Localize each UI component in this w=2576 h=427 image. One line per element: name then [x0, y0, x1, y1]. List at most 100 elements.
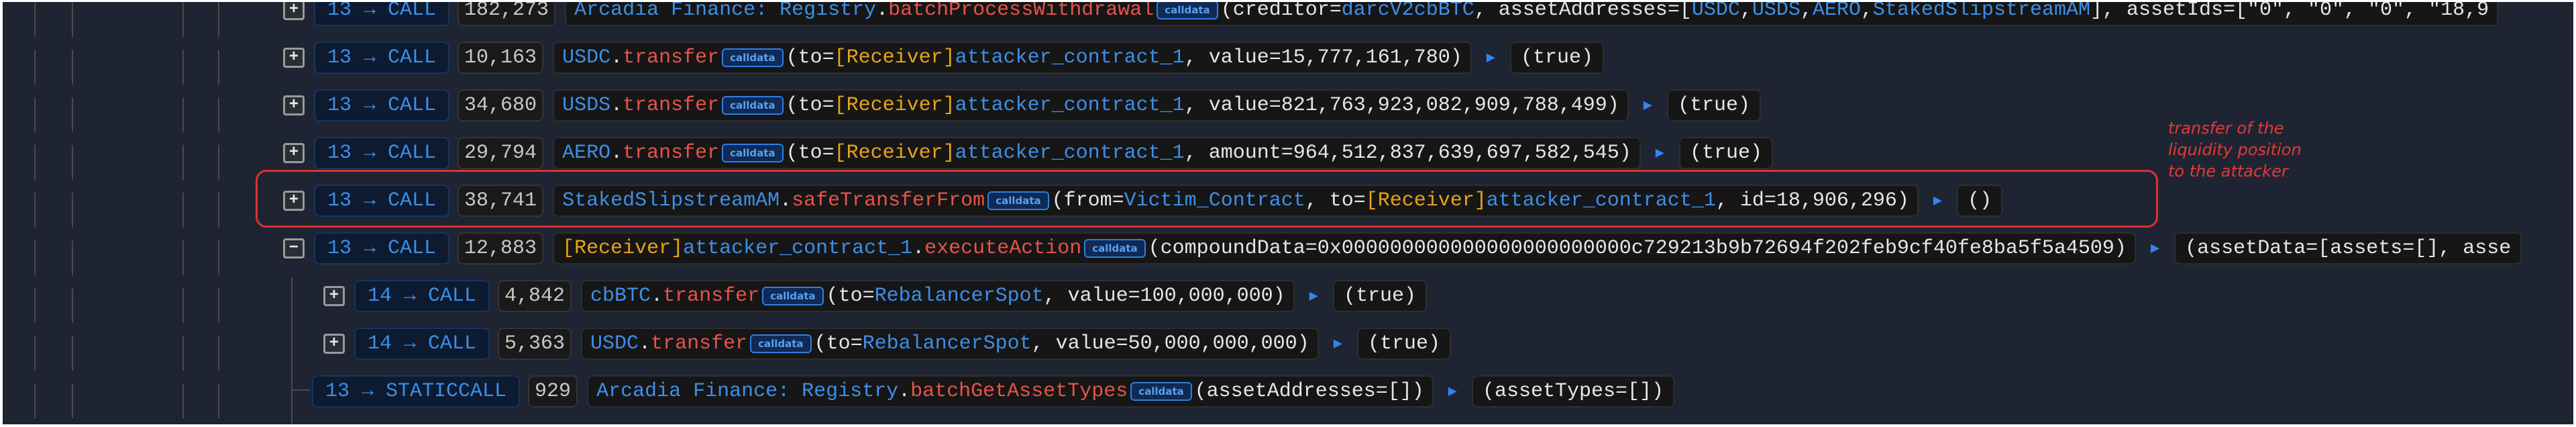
expand-plus-icon[interactable]: +	[283, 143, 305, 163]
receiver-tag: [Receiver]	[834, 142, 955, 164]
tree-guide-line	[182, 2, 184, 424]
return-value: (true)	[1332, 280, 1427, 312]
calldata-button[interactable]: calldata	[1084, 239, 1146, 258]
triangle-right-icon: ▶	[2150, 240, 2160, 257]
method-name[interactable]: transfer	[651, 332, 748, 355]
tree-guide-line	[34, 2, 36, 424]
trace-row: +13 → CALL 29,794 AERO. transfer calldata (to…	[283, 137, 1774, 169]
method-name[interactable]: transfer	[663, 285, 760, 307]
call-signature: cbBTC. transfer calldata (to= RebalancerSpot…	[581, 280, 1295, 312]
calldata-button[interactable]: calldata	[1157, 2, 1218, 19]
call-type-badge: 13 → CALL	[314, 137, 450, 169]
call-args-text: ,	[1739, 2, 1752, 21]
method-name[interactable]: transfer	[623, 142, 720, 164]
receiver-tag: [Receiver]	[1365, 189, 1487, 212]
method-name[interactable]: batchGetAssetTypes	[910, 380, 1128, 403]
expand-plus-icon[interactable]: +	[283, 95, 305, 115]
address-link[interactable]: attacker_contract_1	[955, 94, 1185, 117]
address-link[interactable]: attacker_contract_1	[683, 237, 913, 260]
address-link[interactable]: USDC	[1691, 2, 1740, 21]
call-signature: USDC. transfer calldata (to= [Receiver] attac…	[553, 42, 1472, 74]
tree-branch-line	[291, 277, 292, 424]
tree-guide-line	[218, 2, 219, 424]
collapse-minus-icon[interactable]: −	[283, 238, 305, 258]
address-link[interactable]: USDS	[562, 94, 611, 117]
triangle-right-icon: ▶	[1933, 193, 1943, 209]
call-args-text: , amount=964,512,837,639,697,582,545)	[1184, 142, 1631, 164]
address-link[interactable]: USDC	[562, 46, 611, 69]
address-link[interactable]: RebalancerSpot	[874, 285, 1044, 307]
address-link[interactable]: AERO	[562, 142, 611, 164]
trace-row: +13 → CALL 38,741 StakedSlipstreamAM. safeT…	[283, 185, 2003, 217]
address-link[interactable]: StakedSlipstreamAM	[562, 189, 780, 212]
receiver-tag: [Receiver]	[834, 94, 955, 117]
call-args-text: .	[876, 2, 889, 21]
address-link[interactable]: AERO	[1812, 2, 1861, 21]
expand-plus-icon[interactable]: +	[323, 286, 345, 306]
expand-plus-icon[interactable]: +	[323, 334, 345, 354]
triangle-right-icon: ▶	[1309, 288, 1318, 305]
trace-row: 13 → STATICCALL 929 Arcadia Finance: Regis…	[312, 375, 1675, 408]
call-args-text: .	[912, 237, 925, 260]
trace-row: +14 → CALL 5,363 USDC. transfer calldata (to=…	[323, 328, 1451, 360]
call-args-text: , value=50,000,000,000)	[1031, 332, 1309, 355]
calldata-button[interactable]: calldata	[722, 96, 784, 115]
gas-used: 10,163	[458, 42, 544, 74]
address-link[interactable]: Arcadia Finance: Registry	[596, 380, 899, 403]
expand-plus-icon[interactable]: +	[283, 2, 305, 20]
call-signature: Arcadia Finance: Registry. batchProcessWi…	[565, 2, 2499, 26]
method-name[interactable]: batchProcessWithdrawal	[888, 2, 1155, 21]
call-args-text: ,	[1860, 2, 1873, 21]
calldata-button[interactable]: calldata	[722, 144, 784, 162]
call-args-text: .	[780, 189, 792, 212]
call-args-text: (to=	[826, 285, 875, 307]
call-args-text: ], assetIds=["0", "0", "0", "18,9	[2090, 2, 2489, 21]
expand-plus-icon[interactable]: +	[283, 191, 305, 211]
trace-row: +13 → CALL 182,273 Arcadia Finance: Regist…	[283, 2, 2499, 26]
call-signature: StakedSlipstreamAM. safeTransferFrom calld…	[553, 185, 1919, 217]
call-args-text: .	[898, 380, 911, 403]
call-args-text: (from=	[1051, 189, 1124, 212]
call-args-text: .	[610, 94, 623, 117]
call-trace-panel: +13 → CALL 182,273 Arcadia Finance: Regist…	[3, 2, 2573, 424]
method-name[interactable]: transfer	[623, 46, 720, 69]
address-link[interactable]: USDC	[590, 332, 639, 355]
address-link[interactable]: cbBTC	[590, 285, 651, 307]
return-value: (true)	[1667, 89, 1762, 122]
return-value: (assetTypes=[])	[1471, 375, 1675, 408]
address-link[interactable]: USDS	[1752, 2, 1801, 21]
method-name[interactable]: safeTransferFrom	[792, 189, 985, 212]
address-link[interactable]: Arcadia Finance: Registry	[574, 2, 877, 21]
return-value: (true)	[1510, 42, 1605, 74]
call-args-text: .	[651, 285, 663, 307]
method-name[interactable]: executeAction	[924, 237, 1082, 260]
call-type-badge: 13 → CALL	[314, 232, 450, 265]
expand-plus-icon[interactable]: +	[283, 48, 305, 68]
gas-used: 12,883	[458, 232, 544, 265]
annotation-line: transfer of the	[2168, 119, 2284, 138]
return-value: (true)	[1356, 328, 1451, 360]
address-link[interactable]: attacker_contract_1	[955, 142, 1185, 164]
receiver-tag: [Receiver]	[834, 46, 955, 69]
address-link[interactable]: darcV2cbBTC	[1341, 2, 1474, 21]
address-link[interactable]: RebalancerSpot	[862, 332, 1032, 355]
call-signature: Arcadia Finance: Registry. batchGetAssetT…	[587, 375, 1434, 408]
triangle-right-icon: ▶	[1486, 50, 1496, 66]
triangle-right-icon: ▶	[1655, 145, 1665, 162]
calldata-button[interactable]: calldata	[750, 334, 812, 353]
address-link[interactable]: StakedSlipstreamAM	[1872, 2, 2090, 21]
calldata-button[interactable]: calldata	[722, 48, 784, 67]
tree-branch-connector	[291, 389, 310, 391]
calldata-button[interactable]: calldata	[762, 287, 824, 305]
return-value: (true)	[1679, 137, 1774, 169]
calldata-button[interactable]: calldata	[987, 191, 1049, 210]
calldata-button[interactable]: calldata	[1130, 382, 1192, 401]
address-link[interactable]: Victim_Contract	[1124, 189, 1305, 212]
address-link[interactable]: attacker_contract_1	[1486, 189, 1716, 212]
method-name[interactable]: transfer	[623, 94, 720, 117]
call-type-badge: 13 → CALL	[314, 2, 450, 26]
address-link[interactable]: attacker_contract_1	[955, 46, 1185, 69]
call-args-text: (assetAddresses=[])	[1194, 380, 1424, 403]
trace-row: +13 → CALL 10,163 USDC. transfer calldata (to…	[283, 42, 1605, 74]
call-args-text: , value=15,777,161,780)	[1184, 46, 1462, 69]
